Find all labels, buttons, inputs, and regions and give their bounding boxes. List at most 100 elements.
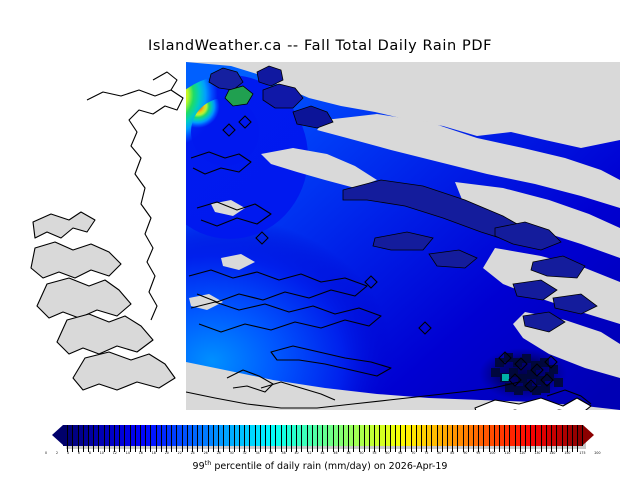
colorbar-cell: [401, 425, 407, 446]
colorbar-tick: [328, 446, 334, 452]
colorbar-cell: [474, 425, 480, 446]
colorbar-cell: [422, 425, 428, 446]
colorbar-tick: [490, 446, 495, 452]
colorbar-tick-label: 110: [504, 451, 511, 455]
colorbar-tick: [448, 446, 454, 452]
colorbar-tick-label: 120: [519, 451, 526, 455]
colorbar-min-arrow: [52, 425, 63, 445]
colorbar-tick: [438, 446, 443, 452]
colorbar-cell: [151, 425, 157, 446]
colorbar-cell: [63, 425, 69, 446]
colorbar-tick: [162, 446, 168, 452]
colorbar-cell: [73, 425, 79, 446]
colorbar-tick-label: 2: [55, 451, 58, 455]
colorbar-tick: [406, 446, 412, 452]
colorbar-tick: [89, 446, 95, 452]
colorbar-tick-label: 175: [579, 451, 586, 455]
colorbar-tick-label: 140: [549, 451, 556, 455]
colorbar-cell: [567, 425, 573, 446]
colorbar-cell: [333, 425, 339, 446]
colorbar-cell: [219, 425, 225, 446]
colorbar-cell: [536, 425, 542, 446]
colorbar-tick: [427, 446, 433, 452]
colorbar-cell: [437, 425, 443, 446]
colorbar-cell: [385, 425, 391, 446]
colorbar-tick: [417, 446, 423, 452]
colorbar-cell: [271, 425, 277, 446]
colorbar-cell: [380, 425, 386, 446]
colorbar-tick-label: 40: [294, 451, 299, 455]
colorbar-tick: [167, 446, 173, 452]
colorbar-tick-label: 90: [463, 451, 468, 455]
colorbar-tick: [68, 446, 74, 452]
colorbar-cell: [494, 425, 501, 446]
colorbar-cell: [520, 425, 527, 446]
colorbar-cell: [234, 425, 240, 446]
colorbar-cell: [500, 425, 506, 446]
colorbar-tick: [282, 446, 287, 452]
colorbar-cell: [510, 425, 516, 446]
station-markers[interactable]: [222, 115, 558, 393]
colorbar-tick-label: 44: [320, 451, 325, 455]
colorbar-tick: [354, 446, 360, 452]
colorbar-tick: [557, 446, 563, 452]
colorbar-tick-label: 0: [45, 451, 48, 455]
colorbar-cell: [479, 425, 485, 446]
colorbar-tick: [214, 446, 220, 452]
colorbar-tick-label: 70: [411, 451, 416, 455]
colorbar-tick: [209, 446, 214, 452]
colorbar-tick: [240, 446, 246, 452]
colorbar-cell: [442, 425, 449, 446]
colorbar-max-arrow: [583, 425, 594, 445]
colorbar-tick: [63, 446, 69, 452]
colorbar-cell: [161, 425, 168, 446]
colorbar-tick: [563, 446, 568, 452]
colorbar-tick: [99, 446, 105, 452]
colorbar[interactable]: 0 2 4 6 8 10 12 14 16 18 20 22 24 26 28 30 32 34 36 38 40 42 4…: [25, 425, 620, 455]
colorbar-cell: [297, 425, 303, 446]
colorbar-cell: [130, 425, 136, 446]
colorbar-tick: [183, 446, 188, 452]
colorbar-cell: [104, 425, 110, 446]
colorbar-cell: [505, 425, 511, 446]
colorbar-tick: [500, 446, 506, 452]
caption-percentile-number: 99: [192, 461, 205, 473]
colorbar-tick: [370, 446, 376, 452]
colorbar-cell: [99, 425, 105, 446]
colorbar-tick: [136, 446, 142, 452]
colorbar-tick: [547, 446, 553, 452]
colorbar-tick: [484, 446, 490, 452]
colorbar-cell: [448, 425, 454, 446]
colorbar-tick-label: 26: [203, 451, 208, 455]
colorbar-tick-label: 20: [164, 451, 169, 455]
colorbar-tick-label: 12: [112, 451, 117, 455]
colorbar-tick: [235, 446, 240, 452]
colorbar-tick: [531, 446, 537, 452]
colorbar-tick: [505, 446, 511, 452]
colorbar-tick: [79, 446, 84, 452]
colorbar-cell: [182, 425, 188, 446]
colorbar-tick: [250, 446, 256, 452]
colorbar-tick-label: 65: [398, 451, 403, 455]
colorbar-tick: [256, 446, 261, 452]
caption-ordinal-suffix: th: [204, 459, 212, 467]
colorbar-cell: [245, 425, 251, 446]
colorbar-tick-label: 48: [346, 451, 351, 455]
colorbar-tick: [443, 446, 449, 452]
colorbar-tick: [380, 446, 386, 452]
colorbar-cell: [312, 425, 318, 446]
colorbar-tick-label: 34: [255, 451, 260, 455]
colorbar-tick: [339, 446, 344, 452]
colorbar-gradient[interactable]: [63, 425, 583, 446]
colorbar-tick: [105, 446, 110, 452]
colorbar-tick: [245, 446, 251, 452]
colorbar-tick: [365, 446, 370, 452]
colorbar-ticks: [63, 446, 583, 452]
colorbar-cell: [68, 425, 74, 446]
colorbar-cell: [453, 425, 459, 446]
colorbar-tick: [344, 446, 350, 452]
colorbar-cell: [109, 425, 116, 446]
colorbar-tick-label: 95: [476, 451, 481, 455]
colorbar-cell: [323, 425, 329, 446]
colorbar-tick-label: 50: [359, 451, 364, 455]
